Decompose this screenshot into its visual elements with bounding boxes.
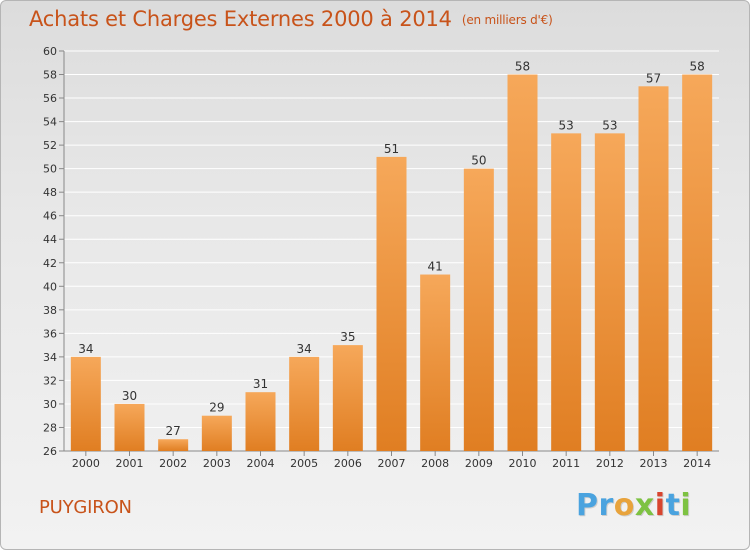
chart-title-text: Achats et Charges Externes 2000 à 2014: [29, 7, 452, 31]
x-tick-label: 2012: [596, 457, 624, 470]
y-tick-label: 26: [43, 445, 57, 458]
bar: [376, 156, 407, 451]
x-tick-label: 2003: [203, 457, 231, 470]
bar: [201, 415, 232, 451]
x-tick-label: 2001: [116, 457, 144, 470]
y-tick-label: 60: [43, 45, 57, 58]
x-tick-label: 2006: [334, 457, 362, 470]
y-tick-label: 28: [43, 421, 57, 434]
bar: [70, 356, 101, 451]
y-tick-label: 58: [43, 69, 57, 82]
y-tick-label: 46: [43, 210, 57, 223]
y-tick-label: 56: [43, 92, 57, 105]
bar: [420, 274, 451, 451]
y-tick-label: 34: [43, 351, 57, 364]
x-tick-label: 2013: [640, 457, 668, 470]
y-tick-label: 42: [43, 257, 57, 270]
bar: [507, 74, 538, 451]
bar: [594, 133, 625, 451]
bar: [114, 403, 145, 451]
bar-value-label: 35: [340, 330, 355, 344]
bar-value-label: 41: [428, 260, 443, 274]
x-tick-label: 2011: [552, 457, 580, 470]
bar-value-label: 29: [209, 401, 224, 415]
y-tick-label: 50: [43, 163, 57, 176]
bar-value-label: 53: [559, 118, 574, 132]
x-tick-label: 2005: [290, 457, 318, 470]
y-tick-label: 48: [43, 186, 57, 199]
logo-letter: i: [654, 488, 666, 523]
x-tick-label: 2008: [421, 457, 449, 470]
bar: [551, 133, 582, 451]
y-tick-label: 40: [43, 280, 57, 293]
bar-value-label: 27: [166, 424, 181, 438]
chart-subtitle: (en milliers d'€): [461, 13, 553, 27]
bar-value-label: 51: [384, 142, 399, 156]
commune-name: PUYGIRON: [39, 497, 132, 518]
bar-value-label: 34: [78, 342, 93, 356]
x-tick-label: 2004: [247, 457, 275, 470]
y-tick-label: 36: [43, 327, 57, 340]
bar: [463, 168, 494, 451]
bar-value-label: 58: [690, 60, 705, 74]
bar: [638, 86, 669, 451]
logo-letter: o: [613, 488, 635, 523]
chart-title: Achats et Charges Externes 2000 à 2014 (e…: [29, 7, 553, 31]
bar-value-label: 57: [646, 71, 661, 85]
bar-value-label: 34: [297, 342, 312, 356]
bar-value-label: 58: [515, 60, 530, 74]
x-tick-label: 2009: [465, 457, 493, 470]
x-tick-label: 2010: [509, 457, 537, 470]
logo-letter: t: [665, 488, 681, 523]
y-tick-label: 32: [43, 374, 57, 387]
bar: [158, 439, 189, 451]
y-tick-label: 52: [43, 139, 57, 152]
y-tick-label: 38: [43, 304, 57, 317]
bar-value-label: 31: [253, 377, 268, 391]
x-tick-label: 2014: [683, 457, 711, 470]
y-tick-label: 44: [43, 233, 57, 246]
bar-value-label: 30: [122, 389, 137, 403]
logo-letter: r: [598, 488, 614, 523]
logo-letter: P: [576, 488, 599, 523]
x-tick-label: 2002: [159, 457, 187, 470]
logo-letter: x: [634, 488, 655, 523]
logo-letter: i: [680, 488, 692, 523]
y-tick-label: 30: [43, 398, 57, 411]
bar-value-label: 53: [602, 118, 617, 132]
bar-value-label: 50: [471, 154, 486, 168]
bar: [682, 74, 713, 451]
bar: [245, 392, 276, 451]
bar: [332, 345, 363, 451]
bar: [289, 356, 320, 451]
y-tick-label: 54: [43, 116, 57, 129]
proxiti-logo: Proxiti: [576, 488, 691, 523]
x-tick-label: 2007: [378, 457, 406, 470]
x-tick-label: 2000: [72, 457, 100, 470]
